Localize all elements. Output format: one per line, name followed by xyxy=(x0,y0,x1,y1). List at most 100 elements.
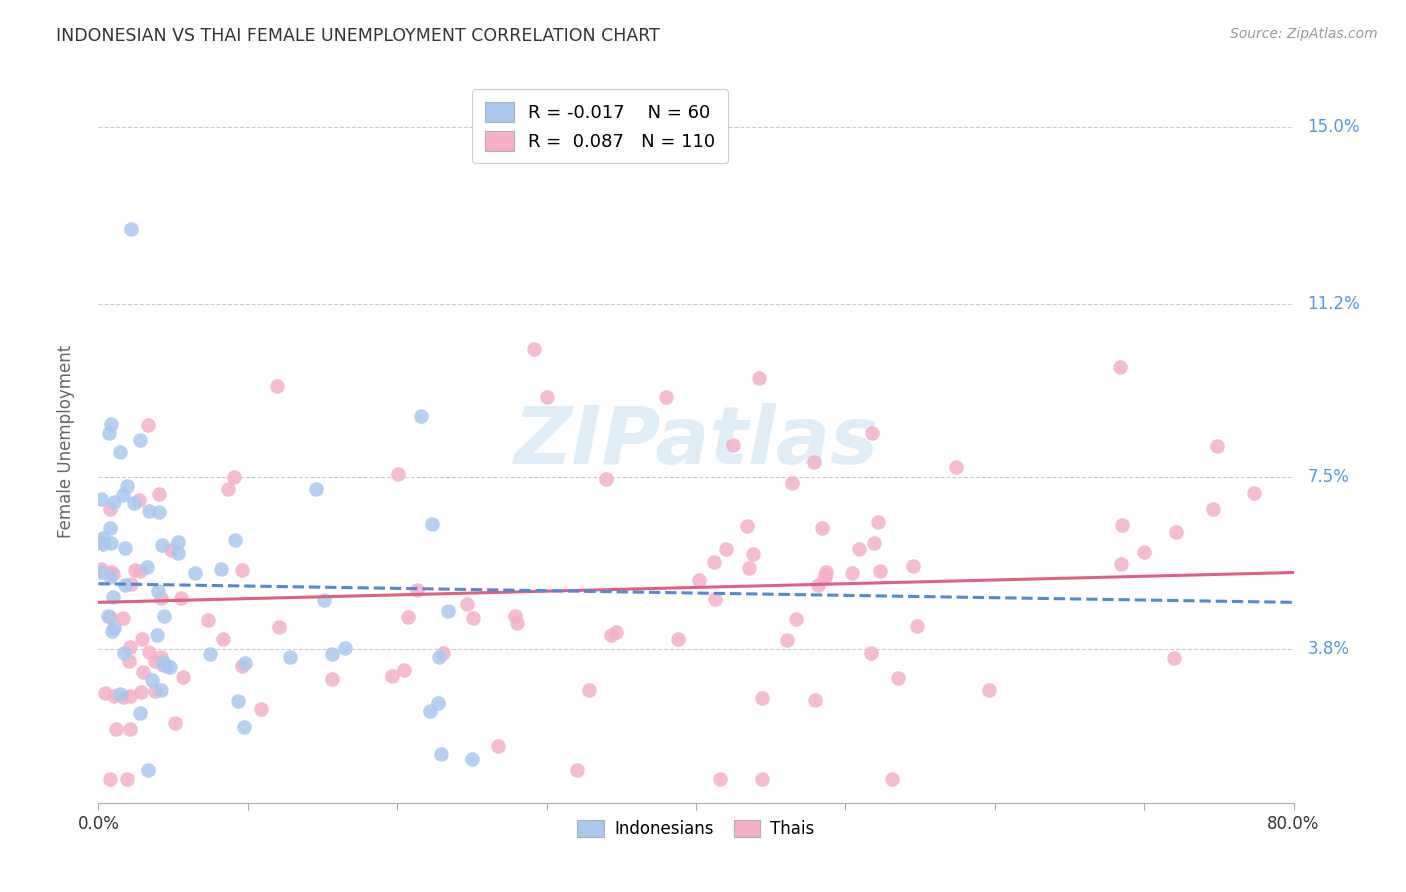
Point xyxy=(129,564,152,578)
Point xyxy=(145,628,167,642)
Legend: Indonesians, Thais: Indonesians, Thais xyxy=(571,814,821,845)
Point xyxy=(160,542,183,557)
Point xyxy=(866,515,889,529)
Point xyxy=(266,378,288,392)
Point xyxy=(422,516,444,531)
Point xyxy=(688,573,710,587)
Point xyxy=(776,632,799,647)
Point xyxy=(115,772,138,787)
Point xyxy=(409,409,432,423)
Point xyxy=(312,592,335,607)
Text: 3.8%: 3.8% xyxy=(1308,640,1350,658)
Point xyxy=(503,609,526,624)
Point xyxy=(122,496,145,510)
Point xyxy=(387,467,409,482)
Point xyxy=(148,487,170,501)
Point xyxy=(129,685,152,699)
Point xyxy=(419,704,441,718)
Point xyxy=(143,654,166,668)
Point xyxy=(228,694,250,708)
Point xyxy=(605,624,627,639)
Point xyxy=(149,591,172,605)
Point xyxy=(814,570,837,584)
Point xyxy=(111,488,134,502)
Point xyxy=(112,690,135,705)
Point xyxy=(565,764,588,778)
Point xyxy=(742,547,765,561)
Point xyxy=(1243,486,1265,500)
Point xyxy=(150,538,173,552)
Point xyxy=(90,491,112,506)
Point xyxy=(456,597,478,611)
Text: 11.2%: 11.2% xyxy=(1308,295,1360,313)
Point xyxy=(209,562,232,576)
Point xyxy=(704,592,727,607)
Point xyxy=(381,668,404,682)
Point xyxy=(90,535,112,549)
Point xyxy=(738,561,761,575)
Point xyxy=(860,426,883,441)
Point xyxy=(461,752,484,766)
Point xyxy=(231,563,253,577)
Point xyxy=(114,541,136,555)
Point xyxy=(152,655,174,669)
Point xyxy=(115,479,138,493)
Point xyxy=(146,583,169,598)
Text: ZIPatlas: ZIPatlas xyxy=(513,402,879,481)
Point xyxy=(128,433,150,447)
Point xyxy=(118,654,141,668)
Point xyxy=(232,720,254,734)
Point xyxy=(184,566,207,580)
Point xyxy=(105,722,128,736)
Point xyxy=(305,482,328,496)
Point xyxy=(98,610,121,624)
Point xyxy=(406,583,429,598)
Point xyxy=(138,504,160,518)
Point xyxy=(103,621,125,635)
Point xyxy=(153,609,176,624)
Point xyxy=(751,772,773,787)
Point xyxy=(150,649,173,664)
Point xyxy=(394,664,416,678)
Point xyxy=(321,672,343,686)
Point xyxy=(1166,524,1188,539)
Point xyxy=(714,541,737,556)
Point xyxy=(143,684,166,698)
Text: INDONESIAN VS THAI FEMALE UNEMPLOYMENT CORRELATION CHART: INDONESIAN VS THAI FEMALE UNEMPLOYMENT C… xyxy=(56,27,659,45)
Point xyxy=(131,632,153,647)
Point xyxy=(432,646,454,660)
Point xyxy=(98,520,121,534)
Point xyxy=(848,542,870,557)
Point xyxy=(156,659,179,673)
Point xyxy=(97,609,120,624)
Text: Source: ZipAtlas.com: Source: ZipAtlas.com xyxy=(1230,27,1378,41)
Point xyxy=(103,494,125,508)
Point xyxy=(103,690,125,704)
Point xyxy=(111,611,134,625)
Point xyxy=(90,561,112,575)
Point xyxy=(114,578,136,592)
Point xyxy=(108,445,131,459)
Point xyxy=(91,537,114,551)
Point xyxy=(815,565,838,579)
Point xyxy=(437,604,460,618)
Point xyxy=(869,564,891,578)
Point xyxy=(103,591,125,605)
Point xyxy=(136,763,159,777)
Point xyxy=(859,646,882,660)
Point xyxy=(945,460,967,475)
Point xyxy=(703,555,725,569)
Point xyxy=(785,612,807,626)
Point xyxy=(803,693,825,707)
Point xyxy=(735,518,758,533)
Point xyxy=(321,647,343,661)
Point xyxy=(159,660,181,674)
Point xyxy=(905,619,928,633)
Point xyxy=(427,649,450,664)
Point xyxy=(94,686,117,700)
Point xyxy=(250,701,273,715)
Point xyxy=(506,616,529,631)
Point xyxy=(98,501,121,516)
Point xyxy=(128,493,150,508)
Point xyxy=(118,689,141,703)
